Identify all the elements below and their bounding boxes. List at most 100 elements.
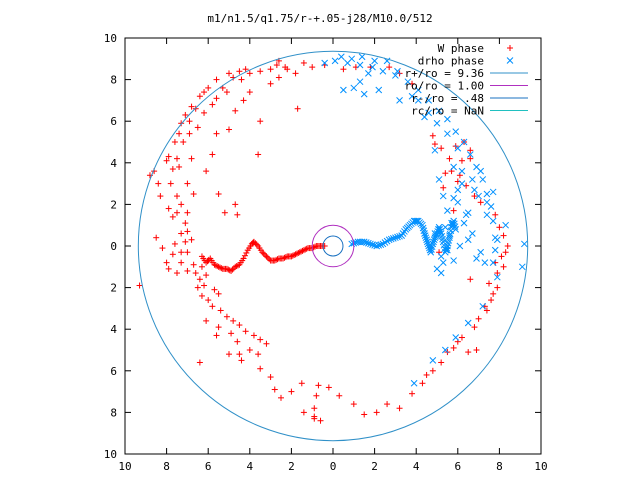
data-point — [255, 151, 262, 158]
curve-point — [215, 263, 222, 270]
x-axis: 10 8 6 4 2 0 2 4 6 8 10 — [118, 38, 548, 473]
data-point — [171, 139, 178, 145]
data-point — [473, 347, 480, 353]
data-point — [469, 176, 476, 183]
data-point — [163, 157, 170, 164]
y-tick-label: 8 — [110, 406, 117, 419]
data-point — [489, 259, 497, 266]
curve-point — [271, 257, 278, 264]
curve-point — [292, 251, 299, 258]
data-point — [429, 132, 436, 139]
data-point — [271, 386, 278, 393]
data-point — [450, 207, 457, 214]
curve-point — [435, 223, 443, 231]
curve-point — [365, 239, 372, 247]
y-tick-label: 10 — [104, 32, 117, 45]
data-point — [169, 213, 176, 220]
data-point — [236, 68, 243, 75]
data-point — [232, 201, 239, 208]
data-point — [211, 286, 218, 293]
data-point — [174, 270, 180, 277]
data-point — [201, 109, 208, 116]
series-layer — [136, 53, 528, 424]
y-tick-label: 4 — [110, 157, 117, 170]
data-point — [186, 130, 193, 137]
data-point — [435, 107, 443, 115]
curve-point — [436, 226, 444, 233]
data-point — [396, 97, 403, 104]
data-point — [331, 57, 339, 65]
data-point — [178, 201, 185, 208]
data-point — [174, 155, 180, 162]
data-point — [450, 257, 457, 264]
data-point — [182, 238, 189, 245]
curve-point — [429, 240, 437, 248]
data-point — [431, 146, 439, 154]
data-point — [496, 224, 503, 231]
data-point — [213, 95, 220, 102]
curve-point — [377, 241, 385, 248]
curve-point — [288, 253, 295, 260]
data-point — [454, 186, 462, 194]
curve-point — [392, 234, 399, 242]
data-point — [223, 313, 230, 320]
data-point — [356, 61, 364, 69]
curve-point — [296, 249, 303, 256]
x-tick-label: 2 — [371, 460, 378, 473]
data-point — [479, 176, 487, 183]
x-tick-label: 6 — [454, 460, 461, 473]
curve-point — [226, 267, 233, 274]
data-point — [458, 180, 466, 187]
data-point — [494, 270, 501, 277]
data-point — [174, 193, 180, 200]
data-point — [209, 101, 216, 108]
data-point — [313, 392, 320, 399]
data-point — [431, 141, 438, 148]
legend-label: r-/ro = .48 — [411, 92, 484, 105]
data-point — [167, 180, 174, 187]
data-point — [356, 78, 364, 86]
data-point — [184, 228, 191, 235]
data-point — [490, 290, 497, 297]
data-point — [439, 192, 447, 200]
curve-point — [387, 235, 395, 243]
x-tick-label: 10 — [118, 460, 131, 473]
data-point — [201, 89, 208, 96]
data-point — [165, 265, 172, 272]
curve-point — [289, 252, 296, 259]
curve-point — [223, 265, 230, 272]
data-point — [159, 245, 166, 252]
data-point — [452, 334, 460, 341]
data-point — [275, 74, 282, 81]
data-point — [196, 93, 203, 100]
data-point — [450, 163, 457, 171]
data-point — [203, 168, 210, 175]
curve-point — [423, 236, 430, 244]
data-point — [267, 374, 274, 381]
curve-point — [373, 242, 381, 250]
curve-point — [299, 247, 306, 254]
data-point — [178, 230, 185, 237]
curve-point — [252, 240, 259, 247]
data-point — [232, 107, 239, 114]
data-point — [182, 111, 189, 118]
y-tick-label: 6 — [110, 365, 117, 378]
data-point — [242, 66, 249, 73]
data-point — [298, 380, 305, 387]
curve-point — [375, 241, 383, 249]
data-point — [437, 269, 445, 277]
data-point — [358, 53, 366, 61]
curve-point — [360, 238, 368, 246]
data-point — [465, 349, 472, 356]
data-point — [423, 371, 430, 378]
curve-point — [362, 239, 370, 246]
curve-point — [430, 238, 437, 246]
data-point — [435, 176, 443, 183]
data-point — [409, 390, 416, 397]
x-tick-label: 4 — [246, 460, 253, 473]
series-drho-phase — [321, 53, 528, 387]
data-point — [489, 188, 497, 196]
data-point — [188, 155, 195, 162]
data-point — [215, 290, 222, 297]
